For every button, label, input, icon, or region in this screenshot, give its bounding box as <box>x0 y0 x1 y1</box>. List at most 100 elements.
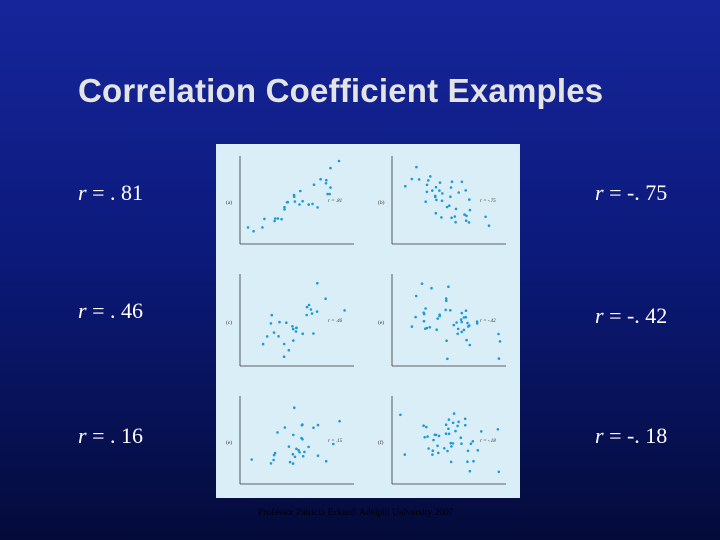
r-label-right-1: r = -. 75 <box>595 180 667 206</box>
scatter-panel: (e) r = .15 <box>226 396 354 485</box>
scatter-point <box>456 327 460 331</box>
r-symbol: r <box>78 180 87 205</box>
scatter-point <box>288 460 292 464</box>
scatter-point <box>420 282 424 285</box>
scatter-point <box>414 294 418 298</box>
scatter-point <box>298 451 301 454</box>
scatter-point <box>440 199 444 203</box>
scatter-point <box>445 299 448 303</box>
r-value: = . 81 <box>86 180 143 205</box>
scatter-point <box>263 217 266 221</box>
scatter-point <box>457 420 460 424</box>
scatter-point <box>446 357 449 361</box>
scatter-point <box>316 206 319 209</box>
scatter-point <box>438 313 441 316</box>
scatter-point <box>452 323 456 327</box>
scatter-point <box>301 332 304 335</box>
scatter-point <box>466 321 469 325</box>
scatterplot-grid: (a) r = .81 (b) r = -.75 (c) r = .46 (e) r = -.… <box>226 156 506 485</box>
scatter-point <box>447 432 451 436</box>
scatter-point <box>250 458 253 461</box>
panel-tag: (e) <box>226 439 232 446</box>
scatter-point <box>307 203 310 206</box>
scatter-point <box>476 449 480 452</box>
scatter-point <box>440 216 443 219</box>
scatter-point <box>454 207 458 211</box>
scatter-point <box>295 326 298 330</box>
r-value: = -. 18 <box>603 423 668 448</box>
r-symbol: r <box>78 423 87 448</box>
scatter-point <box>312 183 316 186</box>
scatter-point <box>293 200 297 203</box>
scatter-point <box>438 181 442 184</box>
r-label-right-2: r = -. 42 <box>595 303 667 329</box>
scatter-point <box>460 311 464 315</box>
scatter-point <box>324 297 327 300</box>
scatter-point <box>447 418 451 421</box>
r-label-right-3: r = -. 18 <box>595 423 667 449</box>
scatter-point <box>450 216 453 220</box>
scatter-point <box>273 219 276 223</box>
scatter-point <box>414 315 417 319</box>
scatter-point <box>273 451 277 455</box>
scatter-point <box>297 448 300 452</box>
r-value: = . 46 <box>86 298 143 323</box>
scatter-point <box>449 309 452 312</box>
footer-credit: Professor Patricia Eckardt Adelphi Unive… <box>258 508 454 518</box>
scatter-point <box>300 423 304 427</box>
scatter-point <box>310 312 314 315</box>
scatter-point <box>448 204 451 207</box>
scatter-point <box>425 425 428 429</box>
scatter-point <box>445 339 448 342</box>
scatter-point <box>276 217 280 220</box>
scatter-point <box>315 310 319 313</box>
scatter-point <box>449 195 452 198</box>
scatter-point <box>463 213 466 216</box>
scatter-point <box>252 229 255 233</box>
slide-title: Correlation Coefficient Examples <box>78 72 604 109</box>
r-value: = -. 42 <box>603 303 668 328</box>
scatter-point <box>300 436 303 440</box>
panel-r-annotation: r = -.75 <box>480 199 496 204</box>
scatter-point <box>293 455 297 459</box>
scatter-point <box>496 428 500 431</box>
scatter-point <box>436 444 439 448</box>
panel-r-annotation: r = -.42 <box>480 319 496 324</box>
scatter-point <box>272 331 276 334</box>
scatter-point <box>309 308 313 311</box>
scatter-point <box>460 330 463 334</box>
scatter-point <box>403 453 407 456</box>
scatter-point <box>431 449 435 453</box>
scatter-point <box>431 189 434 192</box>
scatter-point <box>449 186 453 189</box>
scatter-point <box>446 449 449 453</box>
scatter-point <box>484 215 487 219</box>
scatter-point <box>467 221 471 224</box>
scatter-point <box>282 342 286 346</box>
panel-tag: (a) <box>226 199 232 206</box>
scatter-point <box>459 436 463 440</box>
scatter-point <box>462 316 466 319</box>
scatter-point <box>468 198 471 201</box>
scatter-point <box>425 190 429 194</box>
scatter-point <box>462 328 466 332</box>
scatter-point <box>435 198 438 202</box>
r-label-left-3: r = . 16 <box>78 423 143 449</box>
scatter-point <box>415 165 418 169</box>
scatter-point <box>466 325 470 328</box>
scatter-point <box>438 189 441 192</box>
scatter-point <box>291 325 294 328</box>
scatter-point <box>426 435 429 438</box>
panel-tag: (e) <box>378 319 384 326</box>
scatter-point <box>434 185 438 189</box>
scatter-point <box>283 208 286 211</box>
scatter-point <box>305 305 309 309</box>
scatter-point <box>431 453 434 456</box>
scatter-point <box>429 175 432 178</box>
scatter-point <box>272 458 275 462</box>
scatter-point <box>424 307 427 310</box>
scatter-point <box>299 189 302 193</box>
scatter-point <box>316 423 320 427</box>
scatter-point <box>443 447 446 450</box>
scatter-point <box>463 417 467 421</box>
